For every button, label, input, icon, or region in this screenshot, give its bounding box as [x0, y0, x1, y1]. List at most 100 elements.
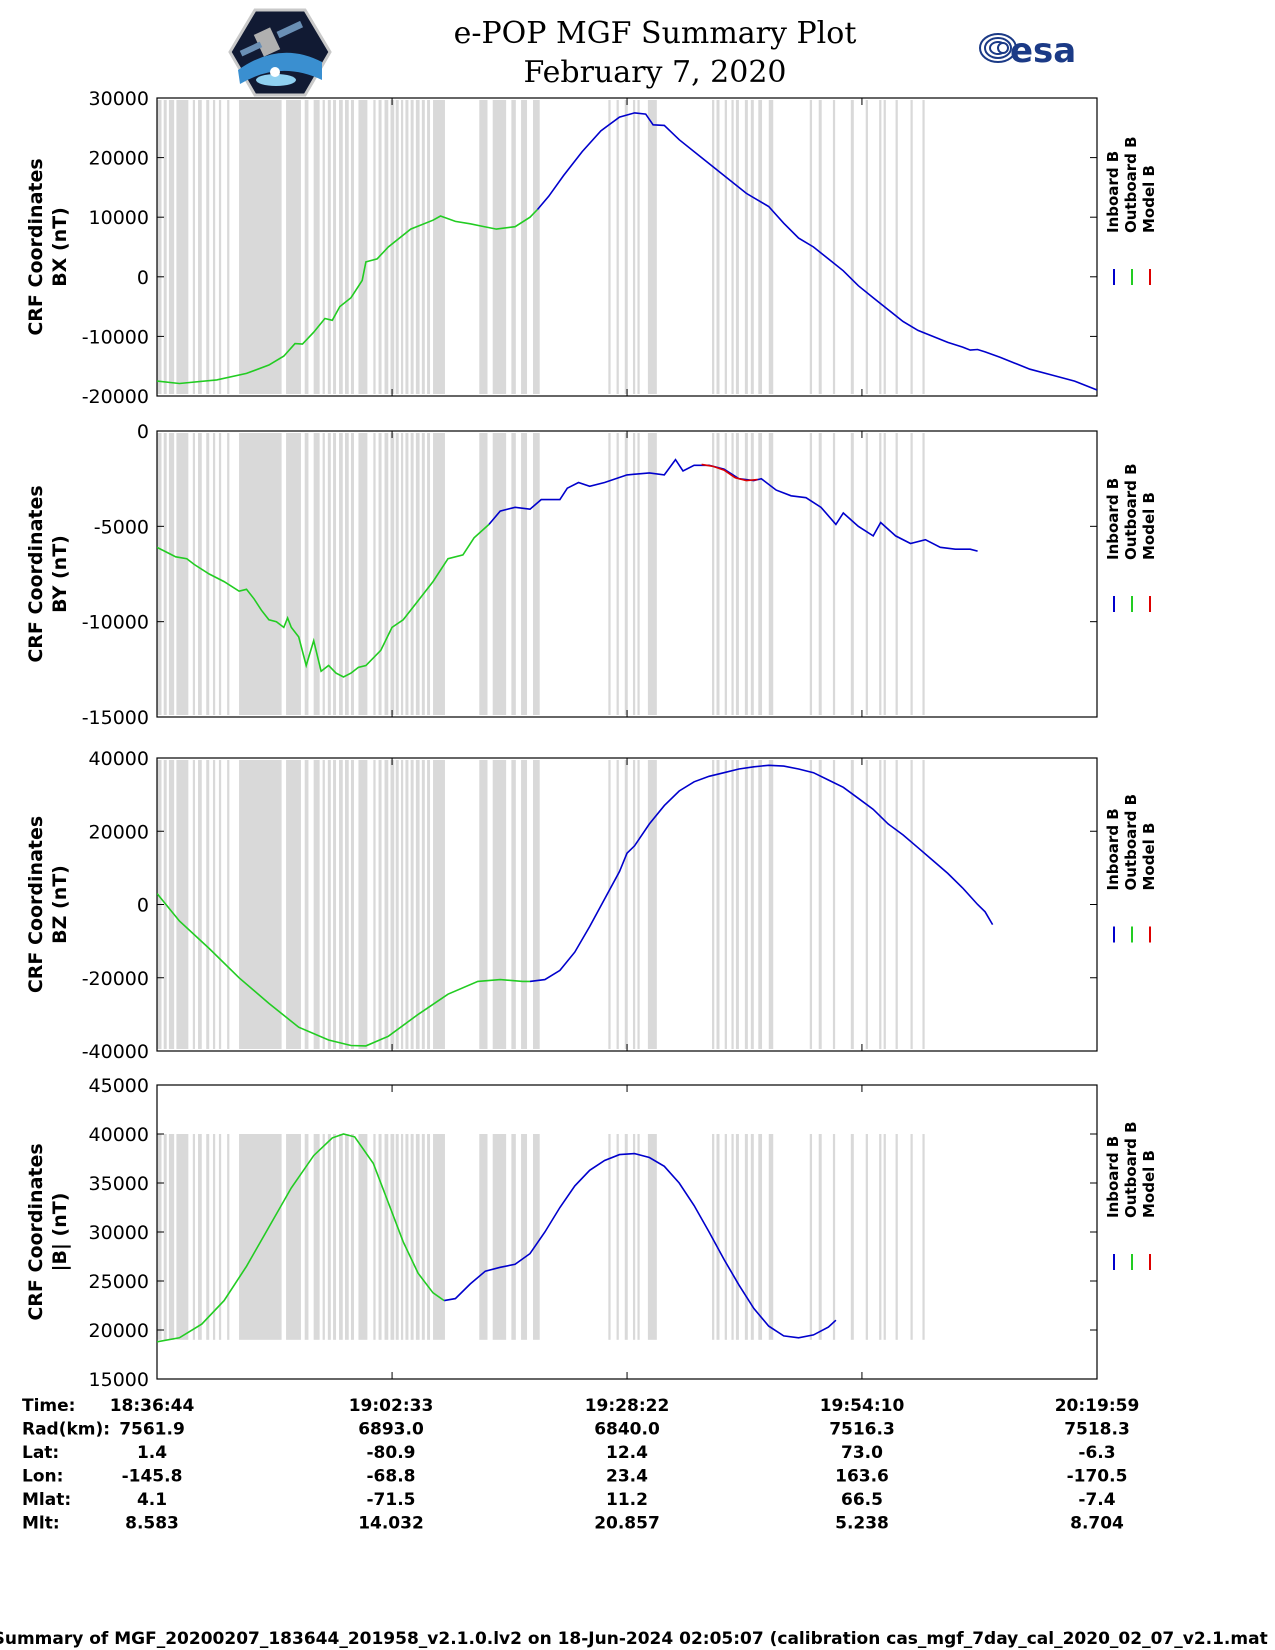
data-gap-band	[339, 100, 343, 394]
data-gap-band	[322, 433, 325, 715]
data-gap-band	[176, 1134, 189, 1340]
legend-label: Inboard B	[1104, 1136, 1122, 1218]
data-gap-band	[427, 760, 431, 1049]
data-gap-band	[192, 760, 196, 1049]
data-gap-band	[758, 100, 763, 394]
data-gap-band	[521, 760, 528, 1049]
data-gap-band	[511, 433, 516, 715]
data-gap-band	[492, 1134, 507, 1340]
data-gap-band	[895, 433, 898, 715]
panel-2: 0 -5000 -10000 -15000 CRF Coordinates BY (nT)…	[25, 421, 1158, 729]
data-gap-band	[533, 100, 540, 394]
legend: Inboard B Outboard B Model B	[1104, 794, 1158, 943]
info-value: 19:28:22	[585, 1396, 670, 1416]
data-gap-band	[212, 760, 216, 1049]
data-gap-band	[809, 760, 813, 1049]
data-gap-band	[373, 760, 376, 1049]
data-gap-band	[624, 1134, 628, 1340]
y-tick-label: -20000	[82, 386, 149, 408]
data-gap-band	[327, 760, 331, 1049]
data-gap-band	[624, 433, 628, 715]
data-gap-band	[239, 1134, 282, 1340]
data-gap-band	[373, 1134, 376, 1340]
data-gap-band	[716, 433, 720, 715]
data-gap-band	[922, 760, 925, 1049]
y-tick-label: 40000	[89, 748, 149, 770]
data-gap-band	[895, 100, 898, 394]
y-tick-label: 40000	[89, 1124, 149, 1146]
data-gap-band	[750, 760, 754, 1049]
data-gap-band	[427, 1134, 431, 1340]
data-gap-band	[479, 760, 488, 1049]
data-gap-band	[744, 1134, 748, 1340]
data-gap-band	[163, 100, 167, 394]
data-gap-band	[608, 760, 611, 1049]
data-gap-band	[304, 1134, 309, 1340]
data-gap-band	[395, 1134, 399, 1340]
data-gap-band	[731, 100, 734, 394]
data-gap-band	[313, 100, 320, 394]
data-gap-band	[511, 1134, 516, 1340]
y-tick-label: -15000	[82, 707, 149, 729]
data-gap-band	[239, 433, 282, 715]
series-model-b	[701, 463, 758, 482]
data-gap-band	[768, 760, 774, 1049]
data-gap-band	[227, 1134, 230, 1340]
data-gap-band	[400, 100, 404, 394]
data-gap-band	[479, 433, 488, 715]
data-gap-band	[322, 100, 325, 394]
data-gap-band	[192, 433, 196, 715]
info-row-label: Mlt:	[22, 1514, 60, 1534]
data-gap-band	[910, 760, 913, 1049]
data-gap-band	[286, 433, 301, 715]
data-gap-band	[922, 1134, 925, 1340]
data-gap-band	[716, 100, 720, 394]
data-gap-band	[865, 1134, 868, 1340]
data-gap-band	[492, 433, 507, 715]
series-inboard-b	[444, 1152, 837, 1339]
info-value: 6893.0	[358, 1420, 424, 1440]
data-gap-band	[206, 760, 210, 1049]
data-gap-band	[492, 760, 507, 1049]
y-axis-label: CRF Coordinates	[25, 485, 47, 662]
data-gap-band	[339, 433, 343, 715]
data-gap-band	[198, 1134, 202, 1340]
data-gap-band	[735, 433, 739, 715]
info-value: 7561.9	[119, 1420, 185, 1440]
info-value: 8.583	[125, 1514, 179, 1534]
y-tick-label: -20000	[82, 968, 149, 990]
data-gap-band	[218, 433, 222, 715]
panel-4: 45000 40000 35000 30000 25000 20000 15000 CRF C…	[25, 1075, 1158, 1391]
data-gap-band	[390, 433, 395, 715]
legend-label: Model B	[1140, 823, 1158, 891]
series-outboard-b	[157, 208, 539, 385]
info-value: -170.5	[1067, 1467, 1128, 1487]
data-gap-band	[350, 1134, 354, 1340]
plot-title: e-POP MGF Summary Plot	[454, 16, 857, 51]
y-axis-label-units: BY (nT)	[49, 535, 71, 613]
info-row-label: Time:	[22, 1396, 75, 1416]
data-gap-band	[168, 100, 175, 394]
data-gap-band	[395, 433, 399, 715]
data-gap-band	[731, 760, 734, 1049]
data-gap-band	[350, 433, 354, 715]
data-gap-band	[533, 760, 540, 1049]
data-gap-band	[521, 433, 528, 715]
data-gap-band	[492, 100, 507, 394]
info-value: 20.857	[594, 1514, 660, 1534]
info-value: 18:36:44	[110, 1396, 195, 1416]
y-tick-label: 35000	[89, 1173, 149, 1195]
data-gap-band	[511, 760, 516, 1049]
y-tick-label: 30000	[89, 88, 149, 110]
data-gap-band	[358, 1134, 368, 1340]
series-inboard-b	[536, 112, 1097, 391]
series-outboard-b	[157, 892, 530, 1047]
data-gap-band	[608, 433, 611, 715]
data-gap-band	[410, 1134, 414, 1340]
y-tick-label: 20000	[89, 821, 149, 843]
data-gap-band	[879, 1134, 882, 1340]
data-gap-band	[313, 433, 320, 715]
data-gap-band	[758, 760, 763, 1049]
data-gap-band	[616, 100, 619, 394]
y-tick-label: -10000	[82, 612, 149, 634]
